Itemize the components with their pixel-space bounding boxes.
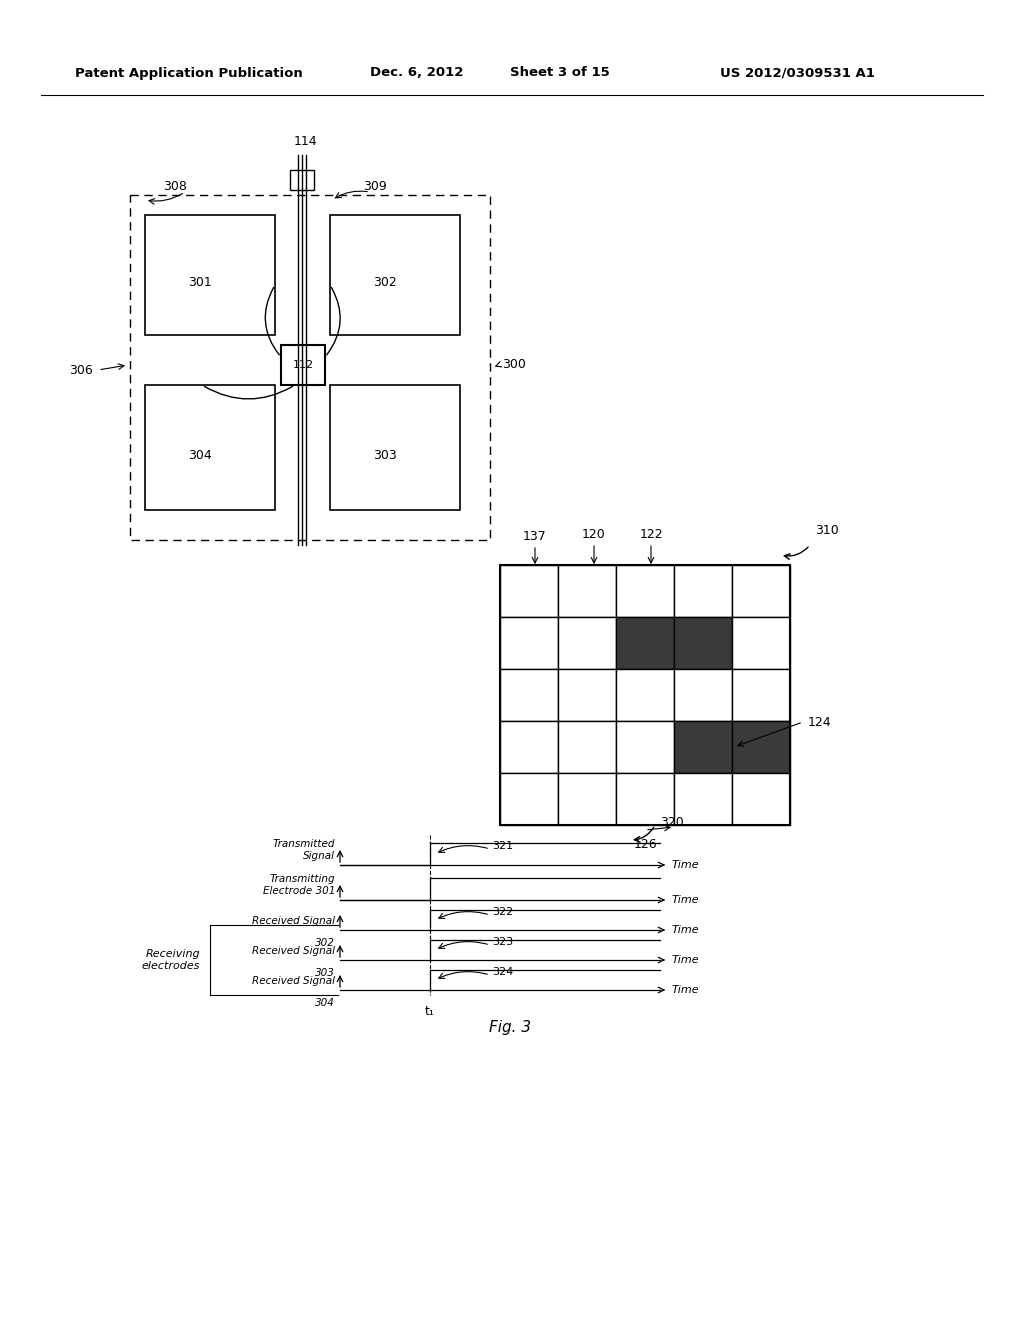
Bar: [616, 669, 674, 721]
Bar: [616, 565, 674, 616]
Text: 301: 301: [188, 276, 212, 289]
Text: 303: 303: [315, 968, 335, 978]
Bar: [500, 565, 790, 825]
Bar: [281, 345, 325, 385]
Text: Time: Time: [672, 925, 699, 935]
Text: Fig. 3: Fig. 3: [488, 1020, 531, 1035]
Bar: [145, 215, 275, 335]
Bar: [616, 721, 674, 774]
Text: 322: 322: [492, 907, 513, 917]
Text: Received Signal: Received Signal: [252, 946, 335, 956]
Text: Time: Time: [672, 985, 699, 995]
Bar: [500, 565, 558, 616]
Bar: [732, 669, 790, 721]
Text: Time: Time: [672, 895, 699, 906]
Text: t₁: t₁: [425, 1005, 435, 1018]
Text: Received Signal: Received Signal: [252, 916, 335, 927]
Bar: [558, 669, 616, 721]
Text: 306: 306: [70, 363, 93, 376]
Text: 137: 137: [523, 531, 547, 543]
Text: US 2012/0309531 A1: US 2012/0309531 A1: [720, 66, 874, 79]
Bar: [330, 385, 460, 510]
Text: Patent Application Publication: Patent Application Publication: [75, 66, 303, 79]
Text: Time: Time: [672, 954, 699, 965]
Bar: [558, 774, 616, 825]
Text: 300: 300: [502, 359, 526, 371]
Bar: [732, 565, 790, 616]
Text: 323: 323: [492, 937, 513, 946]
Bar: [500, 721, 558, 774]
Bar: [558, 616, 616, 669]
Text: Dec. 6, 2012: Dec. 6, 2012: [370, 66, 464, 79]
Text: 320: 320: [660, 816, 684, 829]
Text: 309: 309: [364, 181, 387, 194]
Text: 122: 122: [639, 528, 663, 541]
Text: Receiving
electrodes: Receiving electrodes: [141, 949, 200, 970]
Text: 124: 124: [808, 715, 831, 729]
Bar: [732, 616, 790, 669]
Bar: [558, 565, 616, 616]
Bar: [674, 721, 732, 774]
Text: Received Signal: Received Signal: [252, 975, 335, 986]
Bar: [674, 616, 732, 669]
Bar: [732, 774, 790, 825]
Text: 302: 302: [373, 276, 397, 289]
Bar: [500, 669, 558, 721]
Bar: [674, 669, 732, 721]
Text: 114: 114: [293, 135, 316, 148]
Text: 308: 308: [163, 181, 187, 194]
Text: 120: 120: [582, 528, 606, 541]
Bar: [616, 774, 674, 825]
Bar: [558, 721, 616, 774]
Bar: [290, 170, 314, 190]
Bar: [145, 385, 275, 510]
Bar: [500, 616, 558, 669]
Text: 324: 324: [492, 968, 513, 977]
Text: 112: 112: [293, 360, 313, 370]
Bar: [500, 774, 558, 825]
Text: 126: 126: [633, 838, 656, 851]
Bar: [674, 565, 732, 616]
Bar: [330, 215, 460, 335]
Text: 304: 304: [188, 449, 212, 462]
Bar: [130, 195, 490, 540]
Bar: [616, 616, 674, 669]
Text: 303: 303: [373, 449, 397, 462]
Bar: [732, 721, 790, 774]
Bar: [674, 774, 732, 825]
Text: Transmitting
Electrode 301: Transmitting Electrode 301: [262, 874, 335, 896]
Text: 321: 321: [492, 841, 513, 851]
Text: 302: 302: [315, 939, 335, 948]
Text: Sheet 3 of 15: Sheet 3 of 15: [510, 66, 609, 79]
Text: 304: 304: [315, 998, 335, 1008]
Text: 310: 310: [815, 524, 839, 537]
Text: Time: Time: [672, 861, 699, 870]
Text: Transmitted
Signal: Transmitted Signal: [272, 840, 335, 861]
